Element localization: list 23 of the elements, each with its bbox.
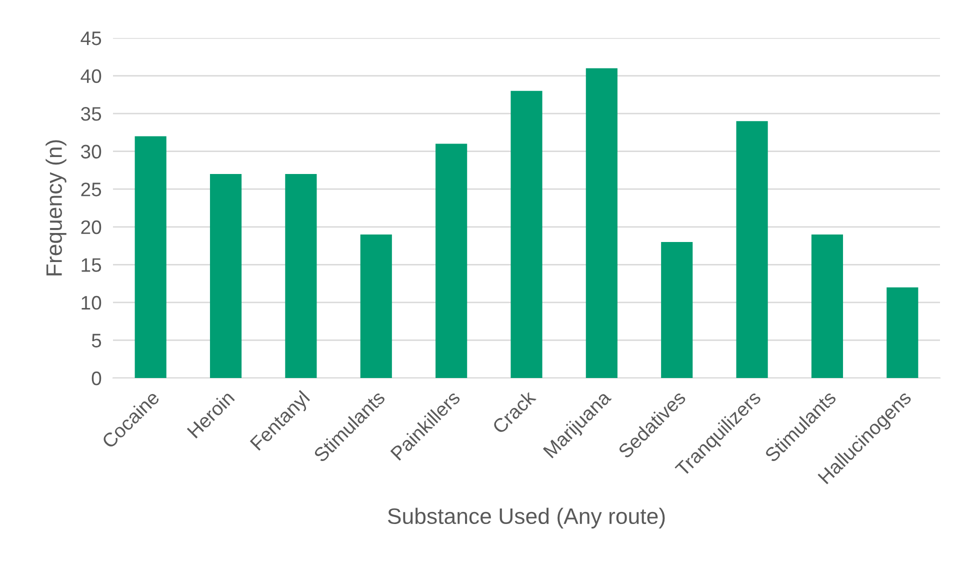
y-tick-label: 30: [81, 144, 102, 159]
y-tick-label: 45: [80, 32, 102, 46]
bar: [886, 287, 918, 378]
y-tick-label: 35: [81, 107, 102, 121]
bar: [210, 174, 242, 378]
y-tick-label: 5: [92, 334, 102, 348]
y-tick-label: 0: [92, 371, 102, 386]
bar: [436, 144, 468, 378]
bar: [811, 234, 844, 378]
y-tick-label: 20: [81, 220, 102, 234]
bar: [736, 121, 768, 378]
bar: [661, 242, 693, 378]
y-tick-label: 15: [82, 258, 102, 272]
bar: [510, 90, 542, 378]
bar: [586, 68, 618, 378]
y-axis-title: Frequency (n): [46, 140, 66, 276]
bar: [360, 234, 392, 378]
bar: [134, 136, 166, 378]
y-tick-label: 40: [80, 69, 102, 84]
y-tick-label: 25: [81, 182, 102, 196]
bar: [285, 174, 317, 378]
y-tick-label: 10: [82, 296, 102, 310]
x-axis-title: Substance Used (Any route): [388, 508, 665, 528]
